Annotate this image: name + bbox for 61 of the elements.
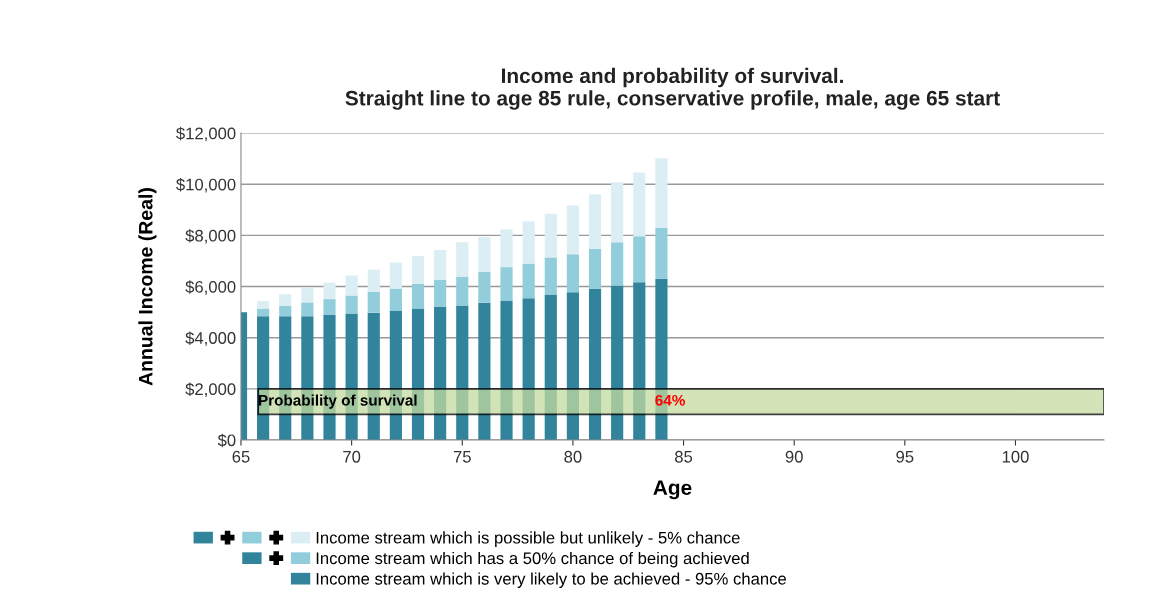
- bar: [611, 242, 624, 286]
- bar: [345, 275, 358, 296]
- legend-label: Income stream which has a 50% chance of being achieved: [316, 551, 749, 568]
- bar: [522, 263, 535, 299]
- chart-title: Income and probability of survival. Straight line to age 85 rule, conservative profile, male, age 65 start: [345, 67, 1000, 110]
- y-tick-label: $0: [217, 433, 236, 448]
- x-tick-label: 75: [453, 451, 471, 463]
- bar: [588, 194, 602, 249]
- x-tick-label: 90: [785, 450, 803, 463]
- bar: [389, 288, 402, 311]
- bar: [279, 294, 292, 306]
- bar: [588, 248, 602, 289]
- bar: [257, 301, 270, 309]
- y-tick-label: $2,000: [185, 382, 236, 398]
- bar: [301, 302, 314, 317]
- x-tick-label: 95: [896, 450, 914, 463]
- bar: [478, 271, 491, 303]
- band-label: Probability of survival: [259, 394, 417, 409]
- x-tick-label: 65: [232, 450, 250, 463]
- bar: [544, 257, 557, 295]
- legend-label: Income stream which is very likely to be achieved - 95% chance: [316, 572, 786, 588]
- bar: [389, 262, 402, 289]
- bar: [367, 269, 380, 292]
- bar: [522, 221, 535, 264]
- bar: [456, 242, 469, 277]
- bar: [323, 282, 336, 300]
- bar: [257, 308, 270, 317]
- y-tick-label: $4,000: [185, 331, 236, 346]
- bar: [411, 284, 425, 309]
- annotation: 64%: [655, 394, 685, 406]
- y-tick-label: $12,000: [176, 126, 236, 142]
- bar: [301, 287, 314, 303]
- bar: [633, 172, 646, 237]
- x-tick-label: 80: [564, 450, 582, 463]
- bar: [500, 267, 513, 301]
- bar: [566, 205, 579, 255]
- bar: [367, 291, 380, 313]
- bar: [633, 236, 646, 283]
- bar: [434, 249, 447, 280]
- x-axis-title: Age: [653, 480, 692, 500]
- bar: [279, 305, 292, 317]
- bar: [345, 295, 358, 314]
- x-tick-label: 85: [675, 450, 693, 463]
- bar: [500, 229, 513, 268]
- bar: [478, 236, 491, 272]
- bar: [544, 213, 557, 258]
- y-tick-label: $10,000: [176, 177, 236, 193]
- bar: [566, 254, 579, 293]
- y-tick-label: $6,000: [185, 280, 236, 295]
- bar: [611, 182, 624, 243]
- bar: [323, 299, 336, 315]
- bar: [655, 158, 668, 228]
- y-axis-title: Annual Income (Real): [138, 188, 157, 386]
- bar: [434, 279, 447, 308]
- legend-label: Income stream which is possible but unlikely - 5% chance: [316, 531, 740, 547]
- bar: [411, 255, 425, 284]
- y-tick-label: $8,000: [185, 229, 236, 244]
- bar: [655, 227, 668, 279]
- bar: [456, 276, 469, 306]
- x-tick-label: 100: [1002, 450, 1029, 463]
- x-tick-label: 70: [343, 450, 361, 463]
